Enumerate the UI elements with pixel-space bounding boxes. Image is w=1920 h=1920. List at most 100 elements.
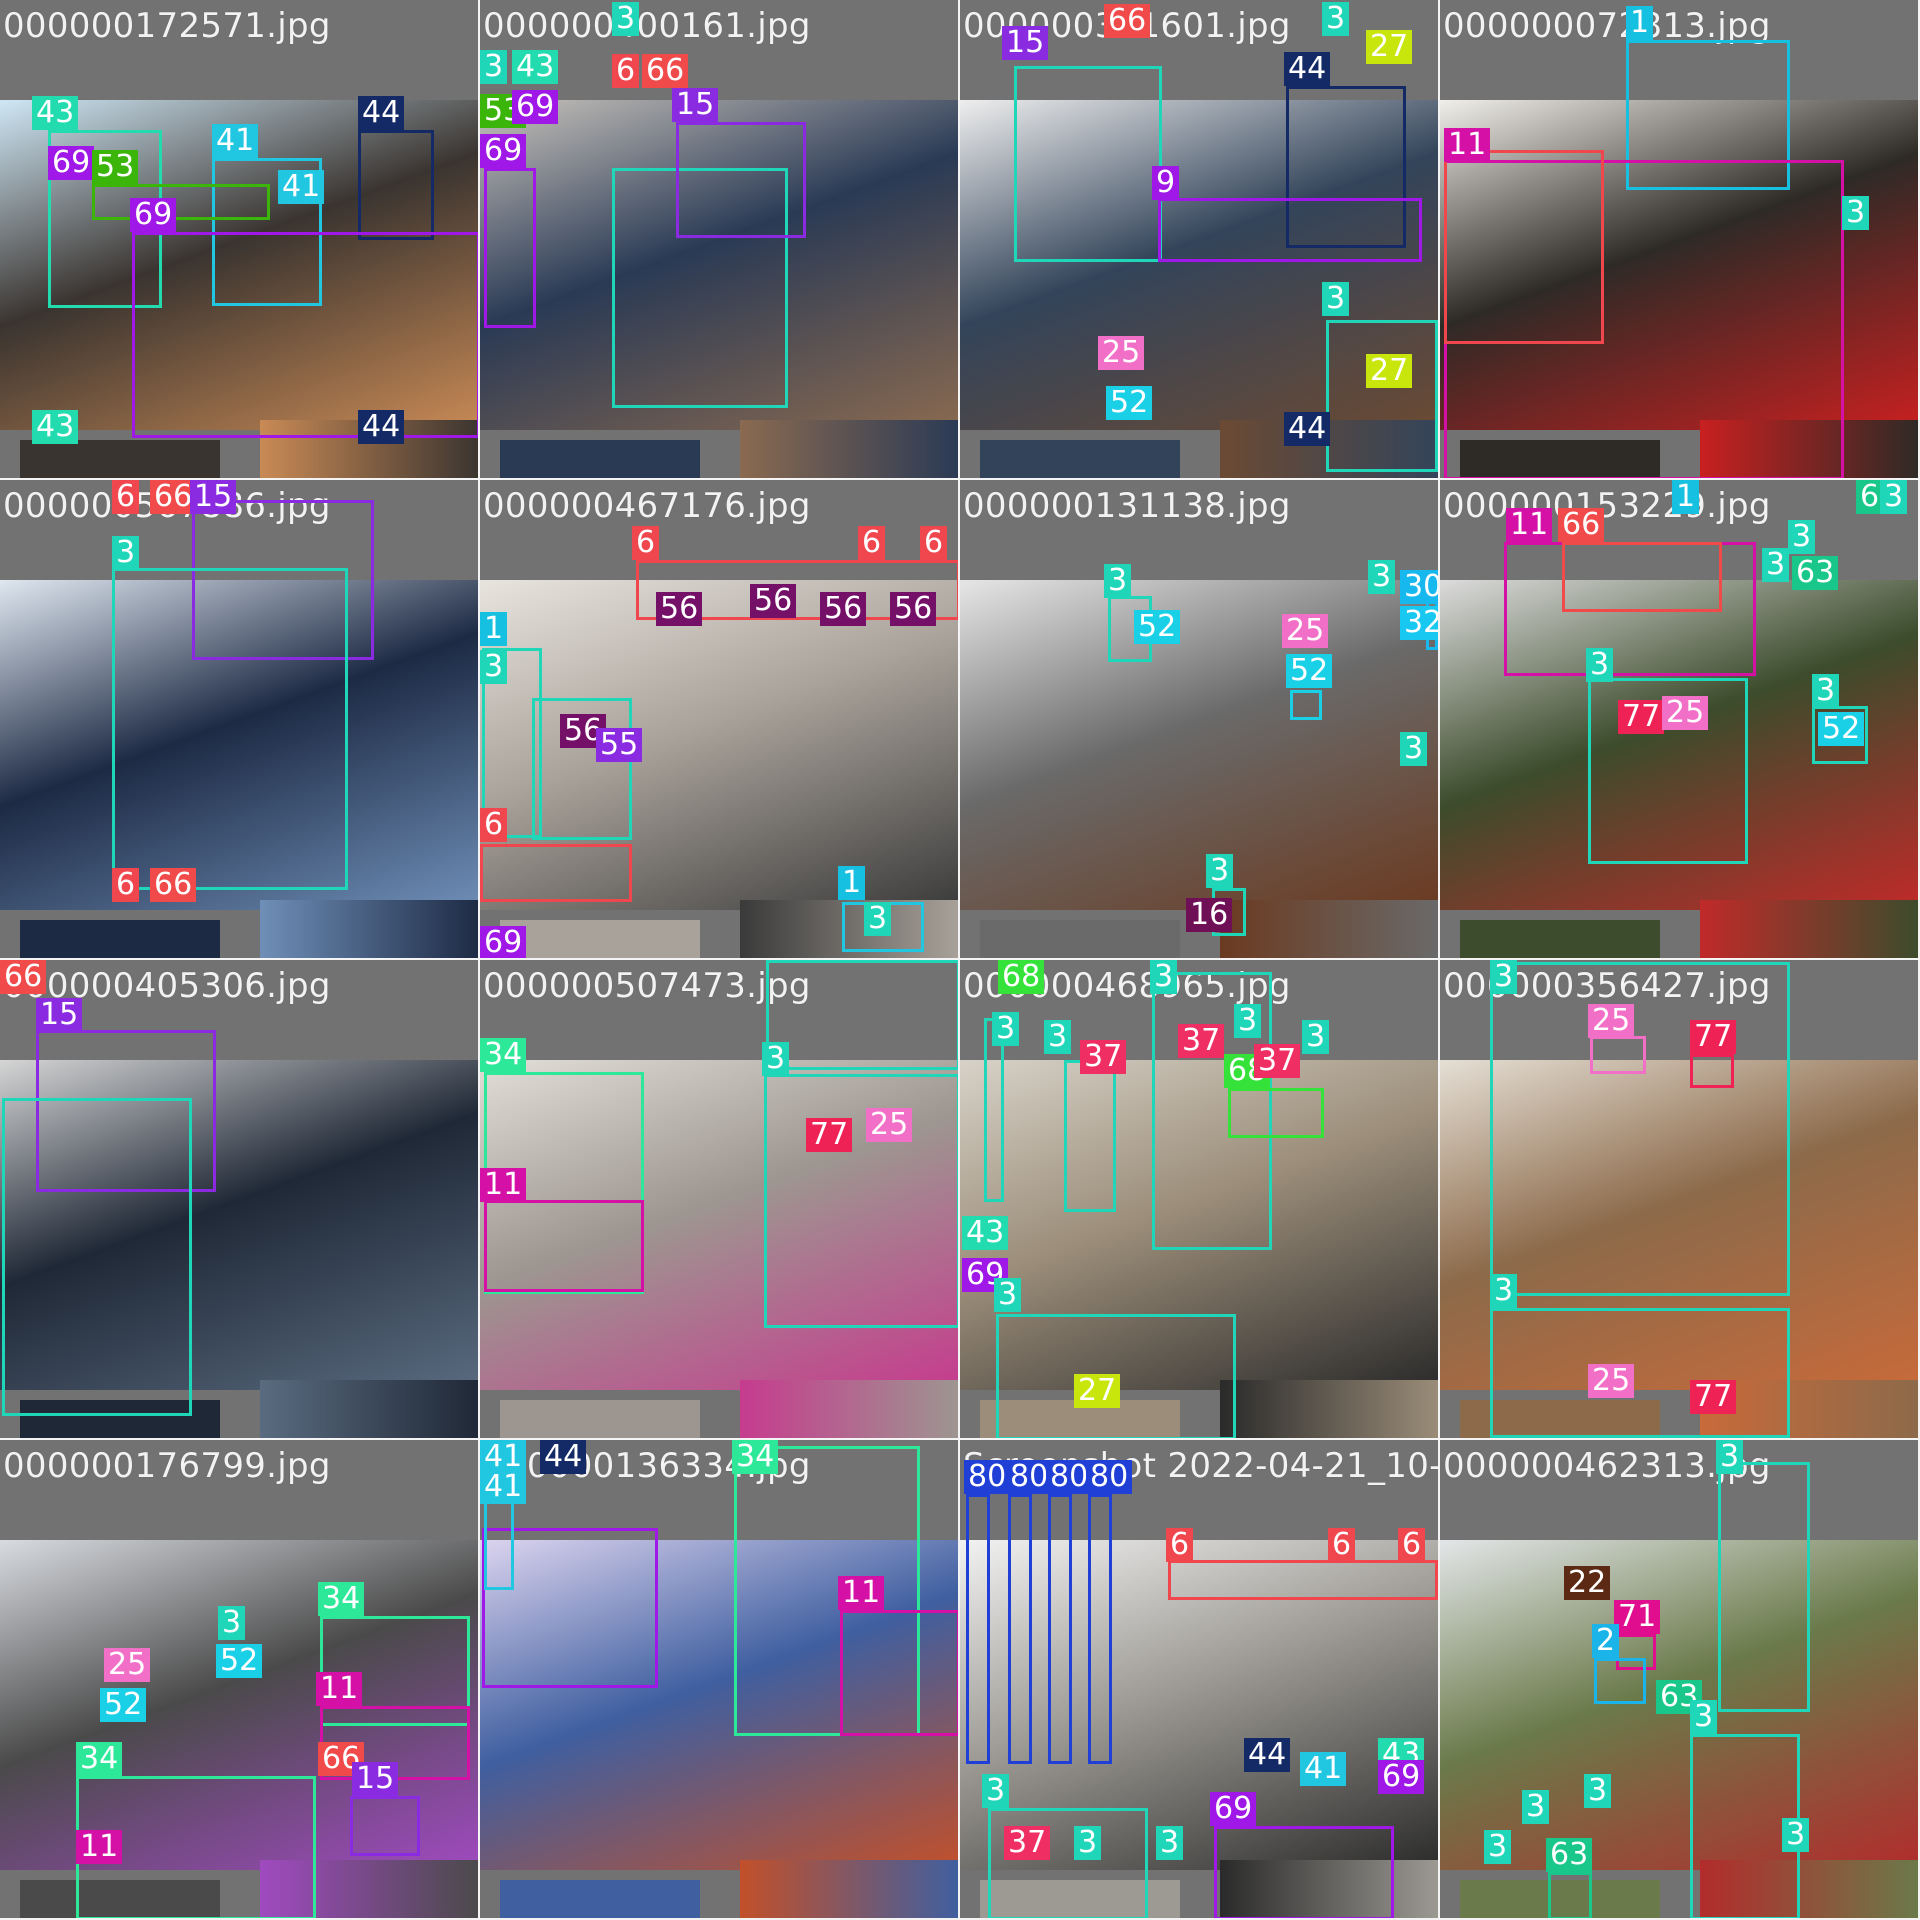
mosaic-tile: 000000467176.jpg 6 6 6 56 56 56 56 1 3 56 55 6 69 1 3 [480, 480, 960, 960]
photo-region [960, 1540, 1438, 1870]
class-label: 6 [1166, 1528, 1194, 1562]
class-label: 15 [672, 88, 719, 122]
photo-region [500, 440, 700, 478]
class-label: 41 [212, 124, 259, 158]
class-label: 3 [480, 650, 508, 684]
photo-region [1220, 1380, 1438, 1438]
photo-region [960, 580, 1438, 910]
class-label: 3 [1206, 854, 1234, 888]
class-label: 53 [92, 150, 139, 184]
bounding-box [1626, 40, 1790, 190]
class-label: 3 [480, 50, 508, 84]
bounding-box [1594, 1658, 1646, 1704]
class-label: 34 [732, 1440, 779, 1474]
class-label: 52 [1818, 712, 1865, 746]
class-label: 3 [1782, 1818, 1810, 1852]
class-label: 44 [540, 1440, 587, 1474]
mosaic-tile: 000000136334.jpg34441344111 [480, 1440, 960, 1920]
class-label: 69 [1210, 1792, 1257, 1826]
class-label: 66 [0, 960, 47, 994]
mosaic-tile: Screenshot 2022-04-21_10-01-048080808066… [960, 1440, 1440, 1920]
photo-region [20, 920, 220, 958]
class-label: 11 [1444, 128, 1491, 162]
class-label: 15 [1002, 26, 1049, 60]
class-label: 43 [32, 96, 79, 130]
photo-region [980, 920, 1180, 958]
class-label: 69 [130, 198, 177, 232]
class-label: 44 [1284, 412, 1331, 446]
bounding-box [734, 1446, 920, 1736]
class-label: 3 [864, 902, 892, 936]
class-label: 25 [866, 1108, 913, 1142]
class-label: 6 [1398, 1528, 1426, 1562]
class-label: 3 [612, 2, 640, 36]
class-label: 66 [642, 54, 689, 88]
class-label: 22 [1564, 1566, 1611, 1600]
photo-region [740, 1380, 958, 1438]
class-label: 37 [1178, 1024, 1225, 1058]
class-label: 41 [480, 1470, 527, 1504]
bounding-box [612, 168, 788, 408]
photo-region [260, 1380, 478, 1438]
tile-filename: 000000507473.jpg [483, 966, 811, 1006]
photo-region [960, 100, 1438, 430]
class-label: 56 [890, 592, 937, 626]
class-label: 66 [150, 480, 197, 514]
mosaic-tile: 000000405306.jpg 66 15 [0, 960, 480, 1440]
class-label: 52 [216, 1644, 263, 1678]
class-label: 3 [992, 1012, 1020, 1046]
class-label: 44 [1244, 1738, 1291, 1772]
class-label: 3 [1490, 1274, 1518, 1308]
class-label: 52 [1286, 654, 1333, 688]
photo-region [980, 440, 1180, 478]
class-label: 80 [1006, 1460, 1053, 1494]
class-label: 55 [596, 728, 643, 762]
photo-region [0, 1060, 478, 1390]
bounding-box [92, 184, 270, 220]
bounding-box [1490, 962, 1790, 1296]
class-label: 6 [920, 526, 948, 560]
class-label: 3 [1156, 1826, 1184, 1860]
mosaic-tile: 000000507473.jpg 34 3 77 25 11 [480, 960, 960, 1440]
bounding-box [764, 1074, 958, 1328]
class-label: 3 [112, 536, 140, 570]
class-label: 43 [512, 50, 559, 84]
bounding-box [636, 560, 958, 620]
photo-region [1460, 440, 1660, 478]
class-label: 56 [656, 592, 703, 626]
photo-region [500, 920, 700, 958]
class-label: 80 [1046, 1460, 1093, 1494]
class-label: 6 [612, 54, 640, 88]
photo-region [260, 900, 478, 958]
class-label: 37 [1080, 1040, 1127, 1074]
bounding-box [1548, 1872, 1592, 1918]
photo-region [20, 1880, 220, 1918]
mosaic-tile: 000000131138.jpg 3 52 25 52 3 30 32 3 3 16 [960, 480, 1440, 960]
class-label: 68 [998, 960, 1045, 994]
class-label: 3 [762, 1042, 790, 1076]
class-label: 30 [1400, 570, 1438, 604]
class-label: 11 [480, 1168, 527, 1202]
photo-region [960, 1060, 1438, 1390]
bounding-box [1690, 1054, 1734, 1088]
bounding-box [36, 1030, 216, 1192]
mosaic-tile: 000000462313.jpg 3 22 71 2 63 3 3 3 63 3 3 [1440, 1440, 1920, 1920]
class-label: 37 [1254, 1044, 1301, 1078]
photo-region [1460, 1400, 1660, 1438]
mosaic-tile: 000000468965.jpg 68 3 3 3 37 37 3 68 37 3 43 69 3 27 [960, 960, 1440, 1440]
photo-region [0, 580, 478, 910]
class-label: 15 [352, 1762, 399, 1796]
bounding-box [1290, 690, 1322, 720]
mosaic-tile: 000000072813.jpg 1 11 3 [1440, 0, 1920, 480]
class-label: 44 [1284, 52, 1331, 86]
class-label: 16 [1186, 898, 1233, 932]
class-label: 11 [1506, 508, 1553, 542]
photo-region [1220, 900, 1438, 958]
photo-region [1460, 920, 1660, 958]
class-label: 6 [112, 480, 140, 514]
class-label: 52 [100, 1688, 147, 1722]
bounding-box [840, 1610, 958, 1736]
bounding-box [1152, 972, 1272, 1250]
class-label: 41 [480, 1440, 527, 1474]
